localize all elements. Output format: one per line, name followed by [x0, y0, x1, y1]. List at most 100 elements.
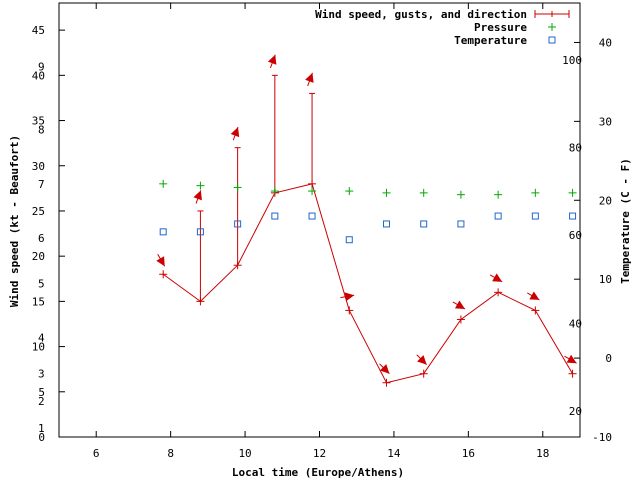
- y-tick-label: 40: [32, 69, 45, 82]
- pressure-point: [382, 188, 391, 197]
- x-tick-label: 16: [462, 447, 475, 460]
- arrow-head: [230, 127, 240, 138]
- wind-point: [456, 315, 465, 324]
- arrow-head: [156, 256, 165, 267]
- x-tick-label: 10: [238, 447, 251, 460]
- wind-direction-arrow: [416, 354, 428, 366]
- beaufort-label: 9: [38, 60, 45, 73]
- y-tick-label: 15: [32, 295, 45, 308]
- y-tick-label: 10: [32, 341, 45, 354]
- wind-point: [159, 270, 168, 279]
- temperature-point: [345, 236, 353, 244]
- arrow-head: [417, 355, 427, 365]
- x-tick-label: 14: [387, 447, 401, 460]
- fahrenheit-label: 20: [569, 405, 582, 418]
- fahrenheit-label: 80: [569, 141, 582, 154]
- y-axis-label: Wind speed (kt - Beaufort): [8, 135, 21, 307]
- legend-label-pressure: Pressure: [474, 21, 527, 34]
- pressure-point: [233, 183, 242, 192]
- wind-direction-arrow: [340, 292, 355, 302]
- legend-label-temperature: Temperature: [454, 34, 527, 47]
- pressure-point: [159, 179, 168, 188]
- y2-tick-label: 30: [599, 115, 612, 128]
- legend-marker-pressure: [548, 23, 556, 31]
- wind-point: [419, 369, 428, 378]
- pressure-point: [456, 190, 465, 199]
- wind-point: [568, 369, 577, 378]
- pressure-point: [419, 188, 428, 197]
- beaufort-label: 6: [38, 232, 45, 245]
- axis-ticks: 6 8 10 12 14 16 18051015202530354045123456789-…: [32, 3, 612, 460]
- temperature-point: [271, 212, 279, 220]
- arrow-head: [492, 273, 503, 282]
- y2-tick-label: 20: [599, 194, 612, 207]
- temperature-point: [196, 228, 204, 236]
- wind-direction-arrow: [305, 72, 314, 87]
- temperature-point: [420, 220, 428, 228]
- wind-speed-line: [162, 183, 573, 384]
- temperature-point: [234, 220, 242, 228]
- wind-direction-arrow: [527, 291, 540, 301]
- y-tick-label: 0: [38, 431, 45, 444]
- arrow-head: [379, 364, 390, 374]
- y-tick-label: 30: [32, 160, 45, 173]
- pressure-point: [531, 188, 540, 197]
- pressure-point: [494, 190, 503, 199]
- temperature-point: [308, 212, 316, 220]
- beaufort-label: 3: [38, 368, 45, 381]
- y2-tick-label: 40: [599, 36, 612, 49]
- data-marks: [156, 54, 577, 387]
- fahrenheit-label: 100: [562, 54, 582, 67]
- pressure-point: [568, 188, 577, 197]
- wind-direction-arrow: [452, 300, 466, 310]
- wind-direction-arrow: [193, 190, 202, 204]
- wind-direction-arrow: [379, 363, 390, 375]
- y-tick-label: 20: [32, 250, 45, 263]
- pressure-point: [270, 187, 279, 196]
- legend-label-wind: Wind speed, gusts, and direction: [315, 8, 527, 21]
- arrow-head: [454, 300, 465, 309]
- arrow-head: [305, 72, 314, 83]
- temperature-point: [159, 228, 167, 236]
- arrow-head: [529, 291, 540, 300]
- arrow-head: [193, 190, 202, 201]
- fahrenheit-label: 40: [569, 317, 582, 330]
- x-axis-label: Local time (Europe/Athens): [232, 466, 404, 479]
- legend-marker-temperature: [548, 36, 556, 44]
- beaufort-label: 1: [38, 422, 45, 435]
- wind-direction-arrow: [267, 54, 277, 69]
- arrow-head: [267, 54, 277, 65]
- pressure-point: [345, 187, 354, 196]
- beaufort-label: 4: [38, 332, 45, 345]
- y2-axis-label: Temperature (C - F): [619, 158, 632, 284]
- beaufort-label: 5: [38, 277, 45, 290]
- temperature-point: [531, 212, 539, 220]
- arrow-head: [344, 292, 355, 302]
- temperature-point: [457, 220, 465, 228]
- wind-point: [345, 306, 354, 315]
- x-tick-label: 6: [93, 447, 100, 460]
- temperature-point: [494, 212, 502, 220]
- temperature-point: [569, 212, 577, 220]
- wind-point: [494, 288, 503, 297]
- x-tick-label: 18: [536, 447, 549, 460]
- y-tick-label: 25: [32, 205, 45, 218]
- wind-direction-arrow: [489, 273, 503, 283]
- beaufort-label: 2: [38, 395, 45, 408]
- temperature-point: [382, 220, 390, 228]
- y2-tick-label: -10: [592, 431, 612, 444]
- fahrenheit-label: 60: [569, 229, 582, 242]
- arrow-head: [566, 354, 577, 364]
- plot-frame: [58, 2, 581, 438]
- pressure-point: [196, 181, 205, 190]
- y-tick-label: 35: [32, 115, 45, 128]
- x-tick-label: 12: [313, 447, 326, 460]
- wind-point: [382, 378, 391, 387]
- wind-direction-arrow: [230, 126, 240, 141]
- y-tick-label: 5: [38, 386, 45, 399]
- legend: Wind speed, gusts, and direction Pressur…: [315, 8, 570, 47]
- wind-direction-arrow: [564, 354, 577, 364]
- wind-point: [531, 306, 540, 315]
- beaufort-label: 8: [38, 124, 45, 137]
